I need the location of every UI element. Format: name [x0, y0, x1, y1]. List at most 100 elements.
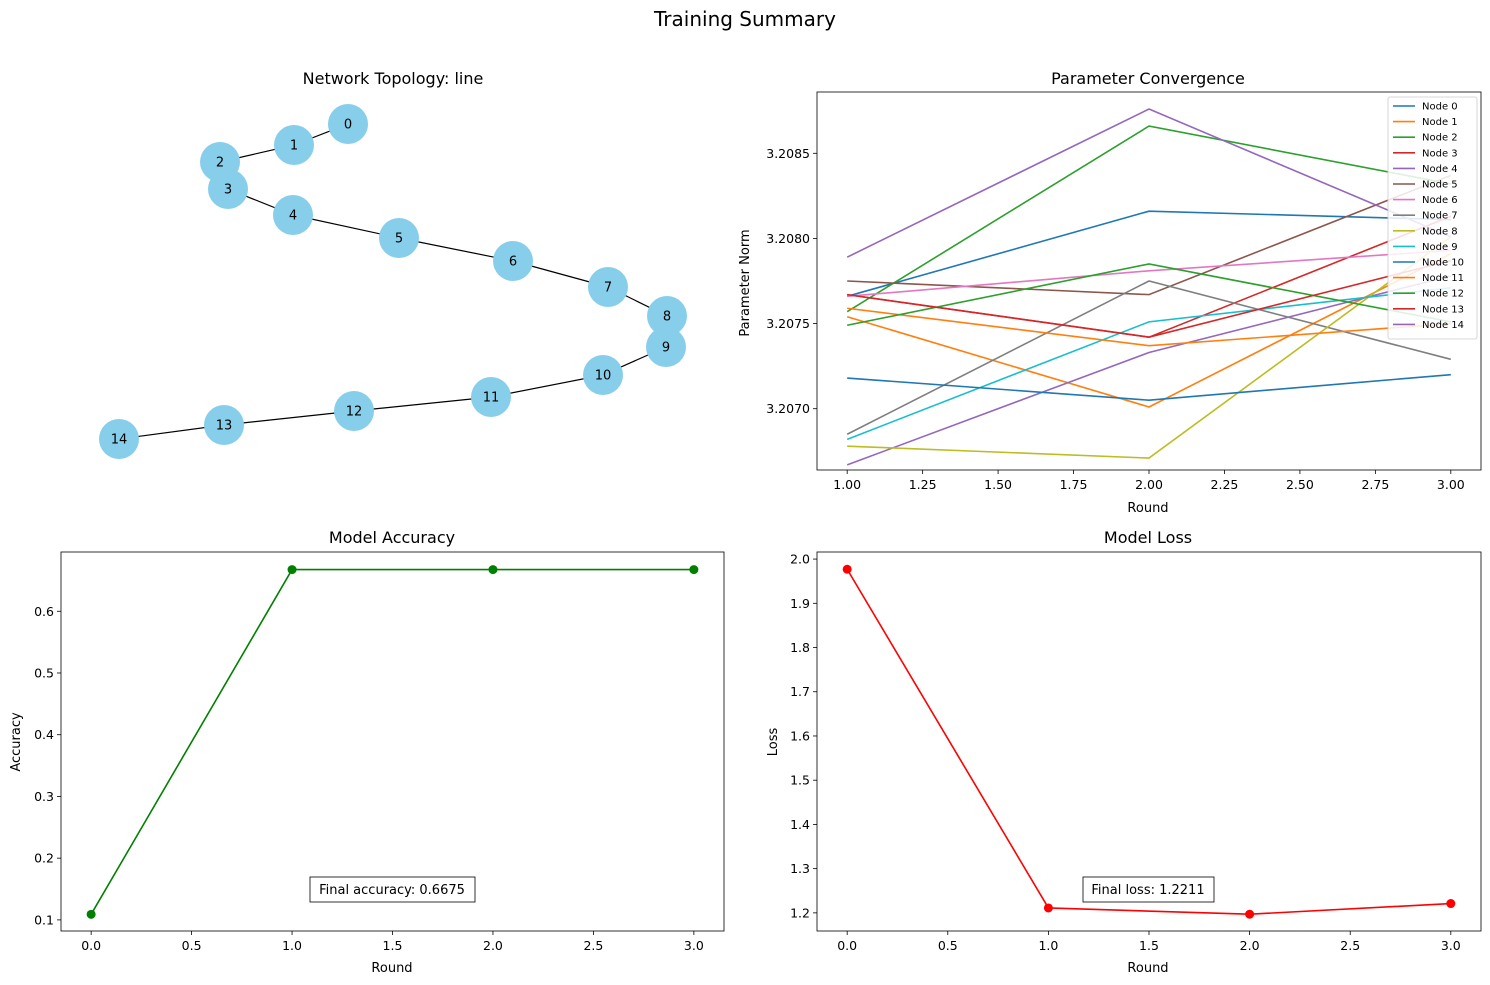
data-point — [689, 565, 699, 575]
model-accuracy-annotation-box — [309, 876, 476, 903]
data-point — [287, 565, 297, 575]
y-tick-label: 2.0 — [790, 552, 810, 567]
legend-label: Node 14 — [1422, 320, 1464, 331]
y-tick-label: 3.2070 — [766, 401, 810, 416]
y-tick-label: 3.2075 — [766, 316, 810, 331]
x-tick-label: 3.0 — [1441, 938, 1461, 953]
network-node-10 — [583, 355, 623, 395]
series-line-14 — [846, 108, 1452, 258]
parameter-convergence-ylabel: Parameter Norm — [738, 229, 753, 336]
network-node-3 — [208, 169, 248, 209]
network-node-label: 10 — [595, 369, 612, 384]
x-tick-label: 1.50 — [984, 477, 1012, 492]
legend-label: Node 2 — [1422, 133, 1458, 144]
y-tick-label: 0.3 — [34, 789, 54, 804]
legend-label: Node 0 — [1422, 102, 1458, 113]
series-line-1 — [846, 253, 1452, 408]
network-node-label: 7 — [604, 281, 612, 296]
x-tick-label: 1.5 — [383, 938, 403, 953]
x-tick-label: 2.5 — [583, 938, 603, 953]
x-tick-label: 2.0 — [483, 938, 503, 953]
y-tick-label: 1.9 — [790, 596, 810, 611]
network-node-0 — [328, 104, 368, 144]
network-topology-panel: Network Topology: line 01234567891011121… — [99, 69, 687, 459]
network-edge-11-12 — [353, 396, 492, 412]
series-line-12 — [847, 263, 1451, 327]
network-node-6 — [493, 241, 533, 281]
x-tick-label: 0.0 — [837, 938, 857, 953]
x-tick-label: 0.5 — [938, 938, 958, 953]
y-tick-label: 3.2080 — [766, 231, 810, 246]
network-node-5 — [379, 218, 419, 258]
y-tick-label: 3.2085 — [766, 146, 810, 161]
legend-label: Node 9 — [1422, 242, 1458, 253]
network-node-8 — [647, 296, 687, 336]
y-tick-label: 0.2 — [34, 851, 54, 866]
y-tick-label: 0.6 — [34, 604, 54, 619]
legend-label: Node 12 — [1422, 289, 1464, 300]
network-edges — [118, 123, 668, 440]
network-node-13 — [204, 405, 244, 445]
y-tick-label: 0.5 — [34, 665, 54, 680]
network-node-label: 11 — [483, 391, 500, 406]
model-accuracy-xlabel: Round — [371, 961, 412, 976]
network-node-label: 8 — [663, 310, 671, 325]
y-tick-label: 1.7 — [790, 684, 810, 699]
legend-label: Node 13 — [1422, 304, 1464, 315]
network-node-label: 4 — [289, 209, 297, 224]
series-line-6 — [847, 249, 1451, 298]
legend-label: Node 8 — [1422, 226, 1458, 237]
series-line-9 — [846, 287, 1451, 441]
network-node-9 — [646, 327, 686, 367]
legend-label: Node 6 — [1422, 195, 1458, 206]
series-line-10 — [847, 373, 1451, 401]
network-node-label: 1 — [290, 139, 298, 154]
network-node-1 — [274, 125, 314, 165]
network-node-label: 3 — [224, 183, 232, 198]
network-node-11 — [471, 377, 511, 417]
series-line-8 — [847, 236, 1452, 459]
parameter-convergence-legend: Node 0 Node 1 Node 2 Node 3 Node 4 Node 5 Node… — [1387, 96, 1478, 340]
parameter-convergence-title: Parameter Convergence — [1051, 69, 1245, 88]
y-tick-label: 1.3 — [790, 861, 810, 876]
legend-label: Node 3 — [1422, 148, 1458, 159]
legend-label: Node 1 — [1422, 117, 1458, 128]
figure-title: Training Summary — [653, 7, 836, 31]
network-node-7 — [588, 267, 628, 307]
model-accuracy-annotation: Final accuracy: 0.6675 — [319, 883, 465, 898]
model-loss-annotation: Final loss: 1.2211 — [1091, 883, 1204, 898]
model-loss-xlabel: Round — [1127, 961, 1168, 976]
network-node-label: 5 — [395, 232, 403, 247]
legend-label: Node 7 — [1422, 211, 1458, 222]
network-node-label: 9 — [662, 341, 670, 356]
legend-label: Node 5 — [1422, 180, 1458, 191]
model-accuracy-title: Model Accuracy — [329, 528, 455, 547]
y-tick-label: 1.5 — [790, 773, 810, 788]
x-tick-label: 1.5 — [1139, 938, 1159, 953]
series-line-0 — [846, 210, 1451, 298]
series-line-0 — [846, 568, 1451, 915]
data-point — [1245, 909, 1255, 919]
data-point — [842, 564, 852, 574]
model-loss-annotation-box — [1082, 876, 1215, 903]
x-tick-label: 3.0 — [684, 938, 704, 953]
model-loss-line — [842, 564, 1456, 919]
series-line-0 — [90, 568, 694, 915]
x-tick-label: 2.5 — [1340, 938, 1360, 953]
x-tick-label: 2.00 — [1135, 477, 1163, 492]
x-tick-label: 1.0 — [282, 938, 302, 953]
y-tick-label: 1.6 — [790, 728, 810, 743]
legend-box — [1387, 96, 1478, 340]
network-topology-title: Network Topology: line — [303, 69, 484, 88]
network-node-14 — [99, 419, 139, 459]
network-node-12 — [334, 391, 374, 431]
legend-label: Node 10 — [1422, 258, 1464, 269]
parameter-convergence-frame — [816, 91, 1482, 471]
model-accuracy-line — [86, 565, 699, 919]
network-node-label: 13 — [216, 419, 233, 434]
y-tick-label: 1.8 — [790, 640, 810, 655]
network-node-label: 14 — [111, 433, 128, 448]
parameter-convergence-panel: Parameter Convergence Round Parameter No… — [738, 69, 1482, 516]
